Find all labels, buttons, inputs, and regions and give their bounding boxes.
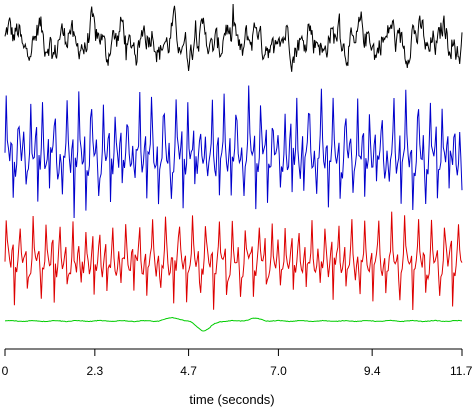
x-tick-label: 4.7: [180, 364, 197, 378]
x-tick-label: 7.0: [270, 364, 287, 378]
x-tick-label: 11.7: [450, 364, 473, 378]
series-line-4: [4, 316, 462, 332]
series-line-1: [4, 3, 463, 72]
x-tick-label: 2.3: [86, 364, 103, 378]
x-ticks: 0 2.3 4.7 7.0 9.4 11.7: [2, 349, 473, 378]
x-tick-label: 9.4: [364, 364, 381, 378]
x-tick-label: 0: [2, 364, 9, 378]
series-line-2: [4, 85, 463, 219]
trace-group: [4, 3, 463, 332]
series-line-3: [4, 211, 463, 311]
x-axis-label: time (seconds): [189, 392, 274, 407]
